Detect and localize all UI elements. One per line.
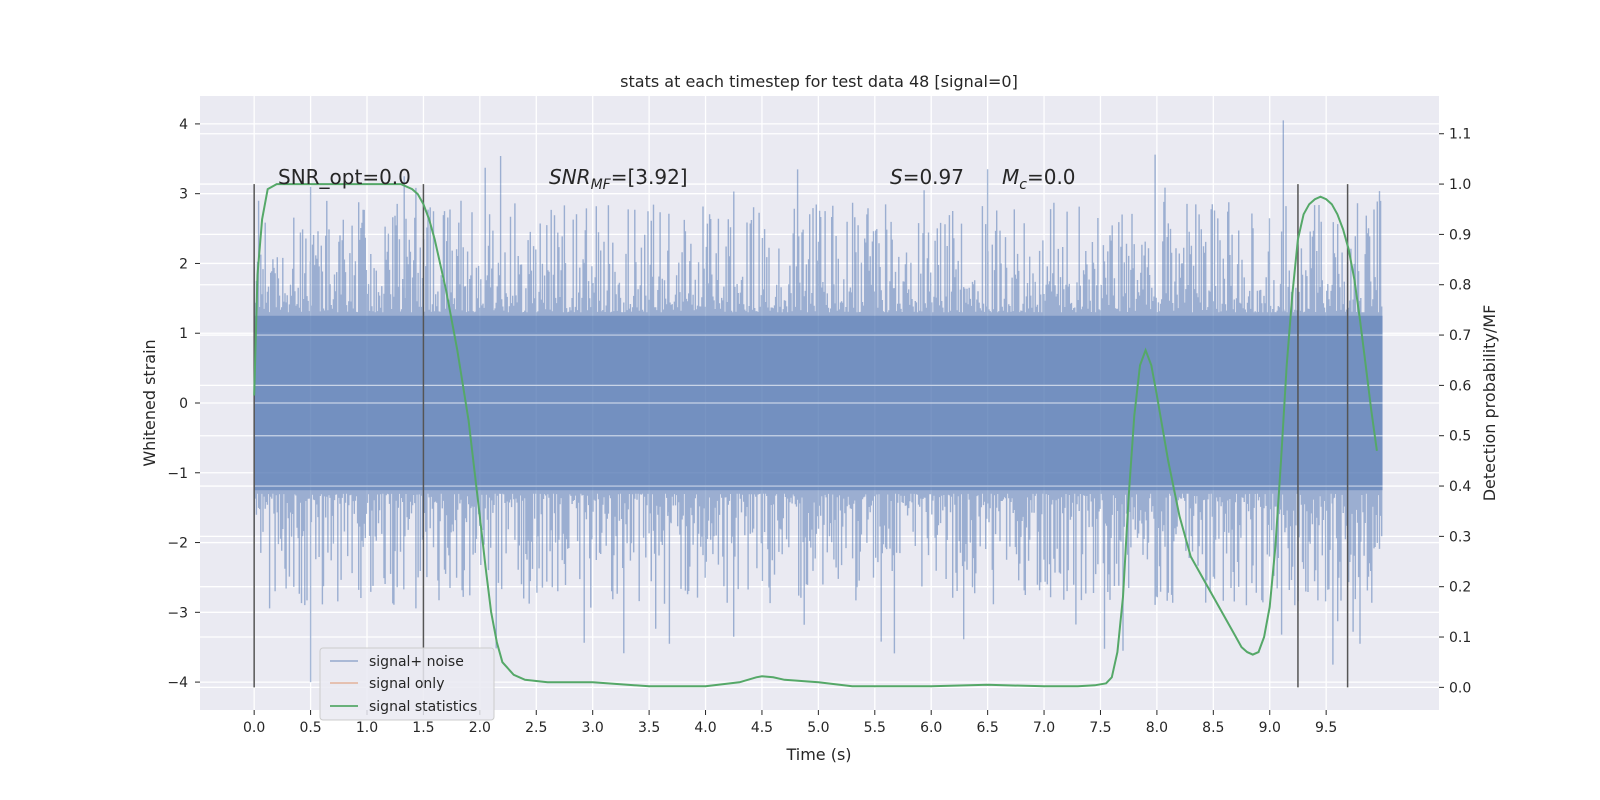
x-tick-label: 4.0 <box>694 720 716 736</box>
y2-tick-label: 1.0 <box>1449 177 1471 193</box>
snr-mf-prefix: SNR <box>549 165 591 189</box>
legend-label-signal: signal only <box>369 676 444 692</box>
mc-prefix: M <box>1002 165 1019 189</box>
y2-tick-label: 0.4 <box>1449 479 1471 495</box>
x-tick-label: 8.5 <box>1202 720 1224 736</box>
x-tick-label: 1.0 <box>356 720 378 736</box>
x-tick-label: 6.0 <box>920 720 942 736</box>
x-tick-label: 6.5 <box>977 720 999 736</box>
y-tick-label: 3 <box>179 187 188 203</box>
y-tick-label: 1 <box>179 326 188 342</box>
legend-label-noise: signal+ noise <box>369 654 464 670</box>
y2-axis-label: Detection probability/MF <box>1480 305 1499 502</box>
x-tick-label: 1.5 <box>412 720 434 736</box>
y-tick-label: −3 <box>167 605 188 621</box>
y-tick-label: −2 <box>167 536 188 552</box>
y2-ticks: 1.1 1.0 0.9 0.8 0.7 0.6 0.5 0.4 0.3 0.2 0.1 0.0 <box>1439 127 1471 696</box>
y2-tick-label: 0.8 <box>1449 278 1471 294</box>
y2-tick-label: 0.9 <box>1449 227 1471 243</box>
mc-sub: c <box>1019 177 1027 193</box>
y2-tick-label: 0.0 <box>1449 680 1471 696</box>
y2-tick-label: 0.6 <box>1449 378 1471 394</box>
y2-tick-label: 0.5 <box>1449 429 1471 445</box>
x-tick-label: 3.5 <box>638 720 660 736</box>
y2-tick-label: 0.7 <box>1449 328 1471 344</box>
x-tick-label: 3.0 <box>582 720 604 736</box>
legend: signal+ noise signal only signal statist… <box>319 647 495 721</box>
y-tick-label: 2 <box>179 256 188 272</box>
marker-lines <box>253 184 1349 688</box>
y-tick-label: −4 <box>167 675 188 691</box>
s-prefix: S <box>890 165 903 189</box>
y2-tick-label: 0.3 <box>1449 529 1471 545</box>
legend-box <box>319 647 495 721</box>
x-tick-label: 8.0 <box>1146 720 1168 736</box>
x-axis-label: Time (s) <box>785 745 851 764</box>
x-tick-label: 5.5 <box>864 720 886 736</box>
x-tick-label: 9.0 <box>1259 720 1281 736</box>
x-tick-label: 7.5 <box>1089 720 1111 736</box>
stats-series <box>253 183 1378 688</box>
chart-title: stats at each timestep for test data 48 … <box>620 72 1018 91</box>
snr-mf-value: =[3.92] <box>611 165 688 189</box>
stats-line <box>253 183 1378 688</box>
x-tick-label: 7.0 <box>1033 720 1055 736</box>
legend-label-stats: signal statistics <box>369 699 477 715</box>
annotation-snr-opt: SNR_opt=0.0 <box>278 165 411 189</box>
y2-tick-label: 0.1 <box>1449 630 1471 646</box>
x-tick-label: 9.5 <box>1315 720 1337 736</box>
annotation-s: S=0.97 <box>890 165 964 189</box>
y-tick-label: −1 <box>167 466 188 482</box>
y2-tick-label: 1.1 <box>1449 127 1471 143</box>
x-tick-label: 0.0 <box>243 720 265 736</box>
noise-series <box>253 120 1383 683</box>
annotation-snr-mf: SNRMF=[3.92] <box>549 165 688 193</box>
y2-tick-label: 0.2 <box>1449 580 1471 596</box>
x-tick-label: 2.0 <box>469 720 491 736</box>
x-tick-label: 5.0 <box>807 720 829 736</box>
y-tick-label: 4 <box>179 117 188 133</box>
x-tick-label: 4.5 <box>751 720 773 736</box>
x-ticks: 0.0 0.5 1.0 1.5 2.0 2.5 3.0 3.5 4.0 4.5 5.0 5.5 6.0 6… <box>243 710 1337 736</box>
mc-value: =0.0 <box>1027 165 1076 189</box>
s-value: =0.97 <box>903 165 964 189</box>
y-tick-label: 0 <box>179 396 188 412</box>
snr-mf-sub: MF <box>591 177 612 193</box>
x-tick-label: 0.5 <box>299 720 321 736</box>
annotation-mc: Mc=0.0 <box>1002 165 1076 193</box>
x-tick-label: 2.5 <box>525 720 547 736</box>
y-axis-label: Whitened strain <box>140 339 159 466</box>
y-ticks: 4 3 2 1 0 −1 −2 −3 −4 <box>167 117 200 691</box>
